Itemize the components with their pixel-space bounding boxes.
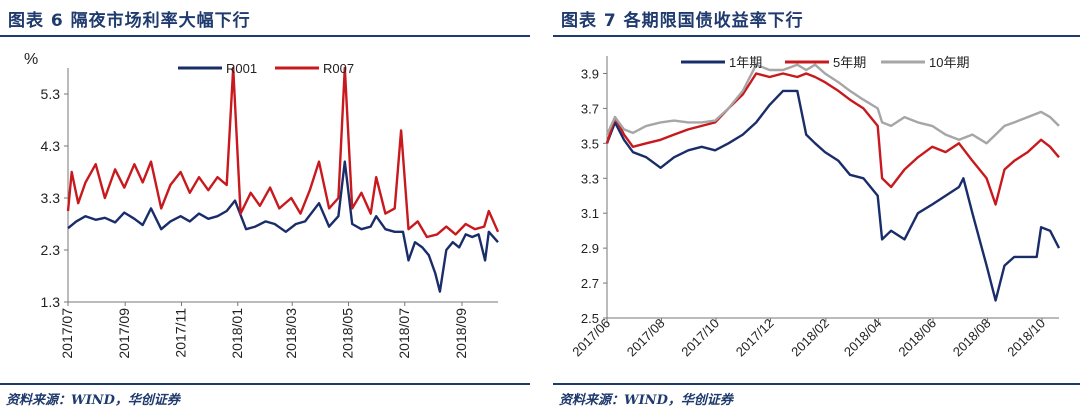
x-tick-label: 2017/09	[116, 308, 132, 359]
y-tick-label: 2.5	[581, 311, 599, 326]
y-tick-label: 3.7	[581, 101, 599, 116]
y-tick-label: 5.3	[41, 86, 61, 102]
x-tick-label: 2018/05	[340, 308, 356, 359]
x-tick-label: 2018/01	[229, 308, 245, 359]
x-tick-label: 2017/08	[624, 316, 668, 360]
x-tick-label: 2018/10	[1004, 316, 1048, 360]
figure-7-top-rule	[553, 35, 1080, 37]
series-line-1	[605, 89, 1061, 302]
series-line-2	[605, 72, 1060, 206]
series-line-1	[67, 160, 499, 293]
series-line-2	[66, 66, 500, 239]
y-tick-label: 2.7	[581, 276, 599, 291]
legend-label-1: 1年期	[729, 55, 762, 70]
y-tick-label: 1.3	[41, 294, 61, 310]
figure-6-top-rule	[0, 35, 530, 37]
y-tick-label: 3.3	[581, 171, 599, 186]
y-tick-label: 2.9	[581, 241, 599, 256]
y-tick-label: 3.3	[41, 190, 61, 206]
legend-label-2: 5年期	[833, 55, 866, 70]
figure-7-title: 图表 7 各期限国债收益率下行	[561, 11, 804, 31]
figure-7-panel: 图表 7 各期限国债收益率下行 2.5 2.7 2.9 3.1 3.3 3.5 3.7 3.9…	[553, 0, 1080, 412]
y-tick-label: 2.3	[41, 242, 61, 258]
x-tick-label: 2018/06	[895, 316, 939, 360]
y-tick-label: 3.5	[581, 136, 599, 151]
legend-label-2: R007	[323, 61, 354, 76]
x-tick-label: 2018/03	[283, 308, 299, 359]
series-line-3	[605, 63, 1060, 145]
legend-label-3: 10年期	[929, 55, 969, 70]
x-tick-label: 2018/08	[950, 316, 994, 360]
figure-7-bottom-rule	[553, 383, 1080, 385]
x-tick-label: 2017/10	[678, 316, 722, 360]
y-tick-label: 3.1	[581, 206, 599, 221]
x-tick-label: 2018/09	[453, 308, 469, 359]
figure-7-source: 资料来源：WIND，华创证券	[559, 393, 733, 408]
figure-6-title: 图表 6 隔夜市场利率大幅下行	[8, 11, 251, 31]
x-tick-label: 2017/11	[172, 308, 188, 358]
x-tick-label: 2018/07	[396, 308, 412, 359]
y-tick-label: 3.9	[581, 66, 599, 81]
x-tick-label: 2017/12	[733, 316, 777, 360]
x-tick-label: 2018/04	[841, 316, 885, 360]
figure-6-source: 资料来源：WIND，华创证券	[6, 393, 180, 408]
figure-6-bottom-rule	[0, 383, 530, 385]
overnight-rate-chart: 1.3 2.3 3.3 4.3 5.3% 2017/07 2017/09 2017/11 201…	[24, 51, 500, 359]
figure-6-panel: 图表 6 隔夜市场利率大幅下行 1.3 2.3 3.3 4.3 5.3% 2017/07 2…	[0, 0, 530, 412]
x-tick-label: 2017/07	[59, 308, 75, 359]
y-tick-label: 4.3	[41, 138, 61, 154]
x-tick-label: 2018/02	[788, 316, 832, 360]
y-axis-unit-label: %	[24, 51, 38, 68]
legend-label-1: R001	[226, 61, 257, 76]
